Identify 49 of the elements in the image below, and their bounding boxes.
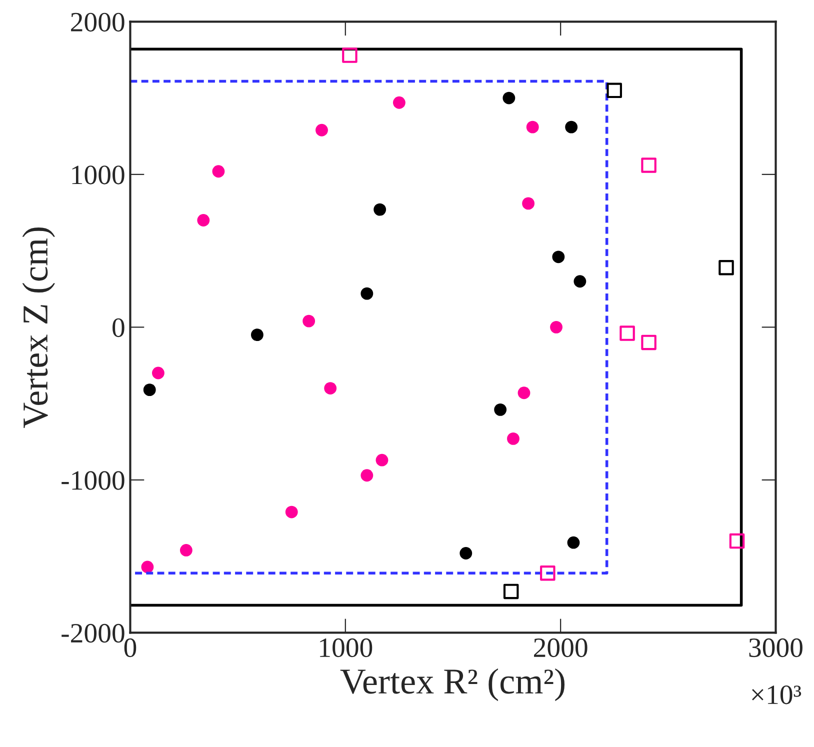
point — [250, 328, 264, 342]
text: ×10³ — [752, 685, 802, 704]
point — [342, 48, 358, 63]
point — [494, 403, 507, 416]
point — [212, 165, 225, 178]
x-tick-label: 1000 — [320, 638, 372, 658]
point — [507, 432, 520, 445]
point — [143, 384, 156, 396]
point — [460, 547, 472, 560]
x-axis-title: Vertex R² (cm²) — [340, 668, 564, 702]
point — [641, 158, 656, 173]
point — [374, 203, 386, 216]
point — [302, 314, 316, 328]
point — [141, 560, 154, 574]
y-tick-label: 1000 — [72, 166, 124, 184]
point — [324, 382, 337, 394]
x-tick-label: 2000 — [534, 638, 588, 658]
point — [197, 214, 210, 226]
point — [540, 566, 556, 581]
point — [522, 197, 535, 210]
point — [718, 260, 734, 276]
point — [503, 584, 519, 600]
y-tick-label: -2000 — [62, 624, 124, 643]
point — [360, 287, 374, 300]
x-tick-label: 0 — [124, 638, 136, 658]
point — [641, 334, 656, 350]
point — [620, 326, 635, 341]
point — [729, 533, 745, 549]
point — [574, 275, 586, 288]
y-tick-label: 2000 — [71, 12, 124, 32]
point — [360, 469, 374, 482]
point — [180, 544, 192, 556]
point — [565, 120, 578, 134]
point — [526, 120, 539, 134]
point — [518, 386, 530, 400]
y-tick-label: 0 — [112, 318, 124, 338]
y-tick-label: -1000 — [62, 471, 124, 490]
point — [392, 96, 406, 109]
point — [552, 250, 565, 264]
point — [550, 320, 562, 334]
point — [316, 124, 328, 136]
point — [376, 454, 388, 466]
x-tick-label: 3000 — [749, 638, 802, 658]
y-axis-title: Vertex Z (cm) — [22, 228, 56, 428]
point — [152, 366, 164, 380]
point — [285, 506, 298, 518]
point — [606, 82, 622, 98]
point — [502, 92, 516, 104]
point — [567, 536, 580, 549]
